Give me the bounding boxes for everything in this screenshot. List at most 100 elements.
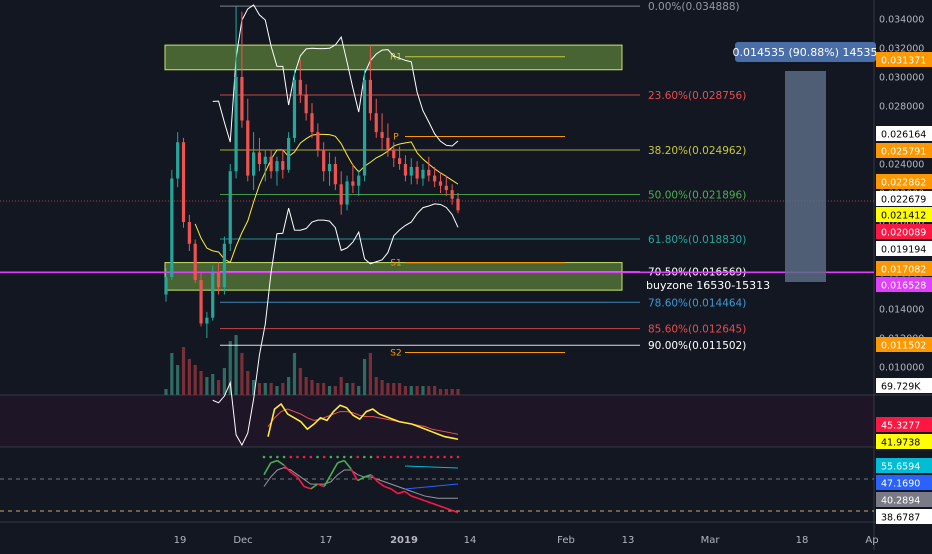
bollinger-lower	[212, 203, 459, 447]
price-tick-label: 0.024000	[879, 160, 924, 171]
osc-fast-segment	[357, 476, 365, 482]
volume-bar	[228, 341, 232, 395]
rsi-tag	[876, 417, 932, 432]
osc-signal-dot	[383, 455, 386, 459]
price-tag-label: 0.022862	[881, 178, 926, 189]
price-tag	[876, 277, 932, 292]
time-axis-label: 14	[464, 535, 477, 546]
osc-signal-dot	[282, 455, 286, 459]
fib-level-label: 85.60%(0.012645)	[648, 324, 746, 336]
candle-body	[456, 198, 460, 211]
time-axis-label: Ap	[865, 535, 878, 546]
price-tag-label: 0.026164	[881, 130, 926, 141]
volume-bar	[298, 368, 302, 395]
osc-cyan-line	[404, 465, 459, 469]
candle-body	[316, 132, 320, 150]
price-tick-label: 0.010000	[879, 363, 924, 374]
candle-body	[304, 94, 308, 114]
price-tag-label: 0.011502	[881, 341, 926, 352]
price-tag	[876, 207, 932, 222]
candle-body	[170, 178, 174, 278]
volume-bar	[281, 383, 285, 395]
candle-body	[287, 137, 291, 170]
osc-signal-dot	[369, 455, 373, 459]
candle-body	[403, 164, 408, 176]
osc-fast-segment	[404, 490, 412, 497]
volume-bar	[199, 371, 203, 395]
osc-fast-segment	[310, 483, 318, 490]
volume-bar	[193, 365, 197, 395]
osc-tag	[876, 475, 932, 490]
osc-signal-dot	[302, 455, 306, 459]
candle-body	[246, 120, 250, 176]
volume-bar	[392, 383, 396, 395]
price-tick-label: 0.034000	[879, 15, 924, 26]
volume-bar	[164, 389, 168, 395]
osc-fast-segment	[270, 459, 278, 464]
osc-signal-dot	[269, 455, 272, 459]
candle-body	[228, 171, 232, 244]
candle-body	[281, 161, 285, 170]
volume-bar	[333, 386, 337, 395]
price-tag-label: 0.022679	[881, 195, 926, 206]
measure-label: 0.014535 (90.88%) 14535	[733, 46, 878, 59]
price-tag	[876, 378, 932, 393]
osc-tag-label: 40.2894	[881, 496, 920, 507]
osc-signal-dot	[276, 455, 279, 459]
price-tag-label: 0.020089	[881, 228, 926, 239]
osc-tag	[876, 458, 932, 473]
osc-fast-segment	[323, 474, 332, 487]
osc-signal-dot	[450, 455, 453, 459]
osc-signal-dot	[409, 455, 413, 459]
osc-signal-dot	[336, 455, 339, 459]
volume-bar	[403, 386, 408, 395]
candle-body	[398, 158, 402, 164]
osc-signal-dot	[363, 455, 366, 459]
buyzone-annotation: buyzone 16530-15313	[646, 279, 770, 292]
measure-box	[785, 71, 826, 282]
volume-bar	[310, 380, 314, 395]
osc-signal-dot	[349, 455, 353, 459]
candle-body	[310, 113, 314, 133]
volume-bar	[427, 386, 431, 395]
osc-signal-dot	[429, 455, 433, 459]
pivot-label: S2	[390, 349, 401, 359]
volume-bar	[415, 386, 419, 395]
osc-tag	[876, 492, 932, 507]
volume-bar	[176, 365, 180, 395]
fib-level-label: 50.00%(0.021896)	[648, 190, 746, 202]
candle-body	[234, 77, 238, 172]
osc-fast-segment	[424, 499, 432, 504]
volume-bar	[216, 380, 221, 395]
fib-level-label: 23.60%(0.028756)	[648, 90, 746, 102]
candle-body	[216, 272, 221, 288]
osc-fast-segment	[343, 460, 352, 470]
osc-tag-label: 38.6787	[881, 513, 920, 524]
time-axis-label: Dec	[233, 535, 252, 546]
fib-level-label: 61.80%(0.018830)	[648, 234, 746, 246]
fib-level-label: 78.60%(0.014464)	[648, 297, 746, 309]
osc-fast-segment	[317, 483, 325, 488]
volume-bar	[362, 359, 367, 395]
osc-blue-line	[404, 483, 459, 490]
volume-bar	[269, 383, 273, 395]
osc-signal-dot	[456, 455, 460, 459]
osc-fast-segment	[417, 497, 425, 502]
candle-body	[386, 137, 390, 150]
price-tick-label: 0.028000	[879, 102, 924, 113]
candle-body	[181, 142, 186, 222]
osc-fast-segment	[390, 488, 399, 495]
fib-level-label: 90.00%(0.011502)	[648, 340, 746, 352]
candle-body	[298, 79, 302, 95]
zone-box	[164, 262, 623, 291]
candle-body	[438, 181, 443, 186]
candle-body	[211, 272, 215, 318]
osc-fast-segment	[303, 485, 312, 490]
price-tag	[876, 241, 932, 256]
candle-body	[444, 185, 448, 191]
candle-body	[362, 79, 367, 176]
volume-bar	[438, 389, 443, 395]
candle-body	[415, 166, 419, 179]
